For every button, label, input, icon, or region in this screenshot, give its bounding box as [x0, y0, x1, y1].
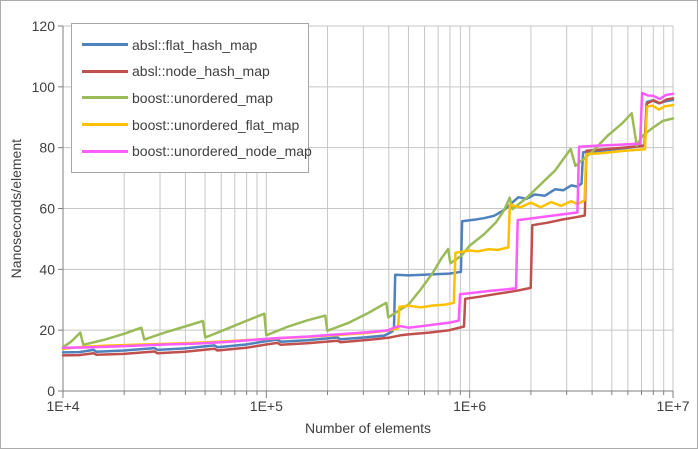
legend-item: boost::unordered_node_map [72, 143, 312, 159]
y-tick-label: 60 [39, 201, 55, 217]
legend-swatch-line [82, 43, 128, 47]
legend-label: absl::flat_hash_map [132, 36, 258, 53]
legend-label: boost::unordered_node_map [132, 143, 312, 160]
legend-label: boost::unordered_flat_map [132, 116, 300, 133]
legend-swatch-line [82, 69, 128, 73]
series-boost-unordered-node-map [61, 91, 675, 350]
legend-item: absl::flat_hash_map [72, 37, 308, 53]
x-tick-label: 1E+6 [453, 398, 486, 414]
legend-item: boost::unordered_map [72, 90, 308, 106]
legend-swatch-line [82, 123, 128, 127]
y-tick-label: 120 [32, 18, 56, 34]
y-tick-label: 100 [32, 79, 56, 95]
y-tick-label: 80 [39, 140, 55, 156]
y-tick-label: 20 [39, 322, 55, 338]
legend-label: absl::node_hash_map [132, 63, 270, 80]
y-tick-label: 0 [47, 383, 55, 399]
legend-swatch-line [82, 96, 128, 100]
y-axis-title: Nanoseconds/element [8, 138, 24, 279]
x-axis-title: Number of elements [304, 420, 432, 436]
legend-swatch-line [82, 149, 128, 153]
series-absl-node-hash-map [61, 97, 675, 357]
legend-label: boost::unordered_map [132, 89, 273, 106]
x-tick-label: 1E+4 [46, 398, 79, 414]
legend-item: boost::unordered_flat_map [72, 117, 308, 133]
legend-item: absl::node_hash_map [72, 63, 308, 79]
x-tick-label: 1E+7 [656, 398, 689, 414]
legend: absl::flat_hash_map absl::node_hash_map … [71, 23, 312, 173]
y-tick-label: 40 [39, 261, 55, 277]
x-tick-label: 1E+5 [250, 398, 283, 414]
y-axis-title-wrap: Nanoseconds/element [3, 26, 29, 391]
